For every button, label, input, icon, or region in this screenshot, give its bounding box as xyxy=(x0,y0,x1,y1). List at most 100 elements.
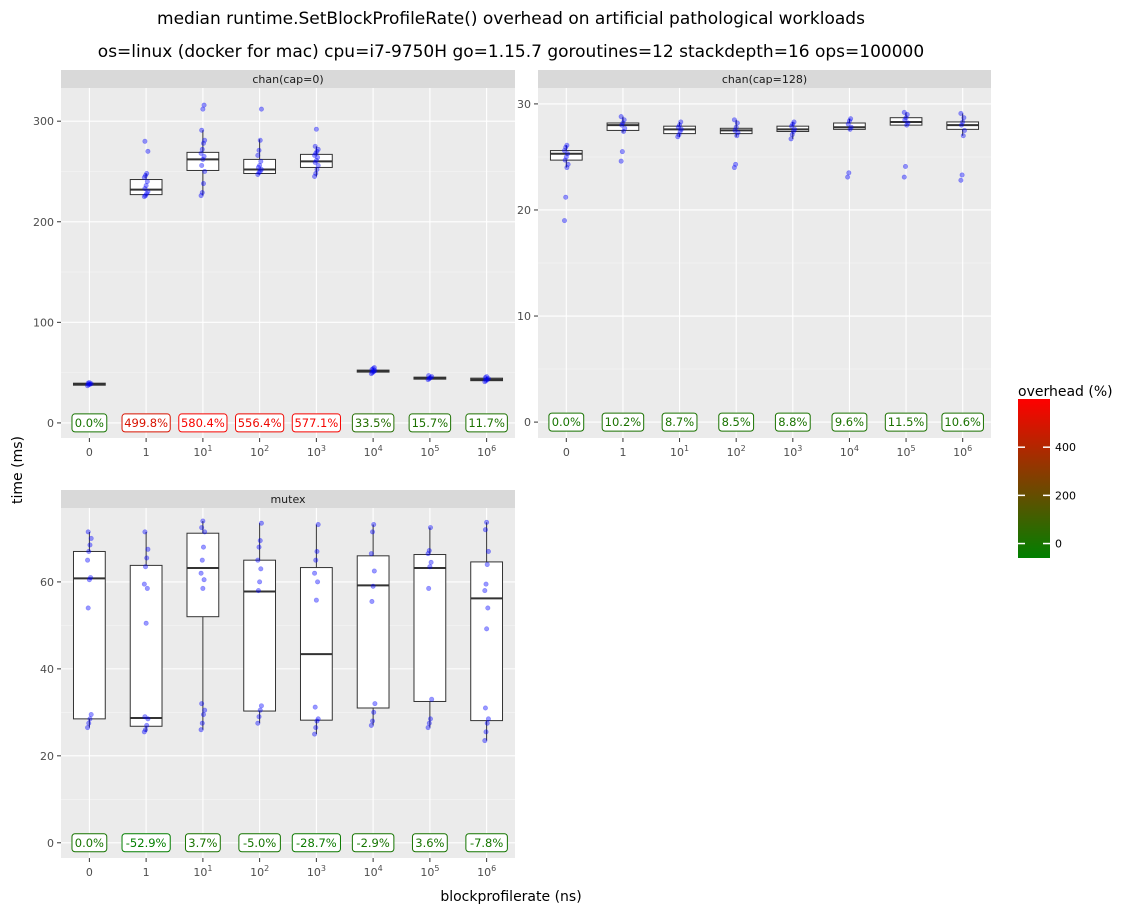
data-point xyxy=(370,529,376,535)
data-point xyxy=(485,376,491,382)
data-point xyxy=(145,189,151,195)
data-point xyxy=(198,150,204,156)
data-point xyxy=(901,109,907,115)
data-point xyxy=(198,727,204,733)
data-point xyxy=(562,157,568,163)
data-point xyxy=(257,707,263,713)
data-point xyxy=(315,579,321,585)
box-2 xyxy=(663,119,696,140)
data-point xyxy=(143,620,149,626)
overhead-label-box xyxy=(351,833,395,853)
box-body xyxy=(129,179,163,196)
x-tick-label: 102 xyxy=(727,444,746,459)
data-point xyxy=(258,520,264,526)
overhead-label-box xyxy=(121,833,171,853)
data-point xyxy=(258,166,264,172)
box-body xyxy=(186,151,220,171)
data-point xyxy=(565,161,571,167)
data-point xyxy=(483,378,489,384)
x-tick-label: 103 xyxy=(783,444,802,459)
data-point xyxy=(564,165,570,171)
data-point xyxy=(960,133,966,139)
data-point xyxy=(372,701,378,707)
overhead-label-box xyxy=(71,413,108,433)
y-tick-label: 60 xyxy=(40,576,54,589)
data-point xyxy=(903,115,909,121)
overhead-label-box xyxy=(291,413,341,433)
x-tick-label: 105 xyxy=(897,444,916,459)
facet-label: chan(cap=0) xyxy=(252,73,323,86)
data-point xyxy=(847,126,853,132)
data-point xyxy=(141,175,147,181)
x-tick-label: 0 xyxy=(86,446,93,459)
data-point xyxy=(368,371,374,377)
box-body xyxy=(243,559,277,712)
data-point xyxy=(622,125,628,131)
data-point xyxy=(141,581,147,587)
data-point xyxy=(731,165,737,171)
box-5 xyxy=(833,116,866,180)
data-point xyxy=(732,127,738,133)
data-point xyxy=(426,548,432,554)
data-point xyxy=(565,151,571,157)
box-1 xyxy=(129,138,163,200)
data-point xyxy=(201,102,207,108)
data-point xyxy=(200,106,206,112)
data-point xyxy=(846,170,852,176)
data-point xyxy=(621,117,627,123)
data-point xyxy=(484,562,490,568)
data-point xyxy=(200,544,206,550)
data-point xyxy=(845,121,851,127)
data-point xyxy=(199,720,205,726)
x-tick-label: 106 xyxy=(477,444,496,459)
box-2 xyxy=(186,518,220,733)
data-point xyxy=(485,605,491,611)
panel-chan-cap-128-: chan(cap=128) 0 10 20 30 0 1 101 102 103 104 105 106… xyxy=(517,70,991,459)
data-point xyxy=(677,128,683,134)
data-point xyxy=(369,598,375,604)
data-point xyxy=(620,120,626,126)
data-point xyxy=(371,369,377,375)
overhead-label-box xyxy=(235,413,285,433)
box-body xyxy=(606,122,640,131)
legend-colorbar xyxy=(1018,399,1050,558)
data-point xyxy=(312,570,318,576)
data-point xyxy=(85,380,91,386)
data-point xyxy=(144,555,150,561)
data-point xyxy=(85,557,91,563)
data-point xyxy=(313,150,319,156)
data-point xyxy=(676,132,682,138)
data-point xyxy=(86,380,92,386)
data-point xyxy=(200,585,206,591)
y-tick-label: 10 xyxy=(517,310,531,323)
facet-strip xyxy=(538,70,991,88)
overhead-label-box xyxy=(351,413,395,433)
data-point xyxy=(144,585,150,591)
data-point xyxy=(255,557,261,563)
legend-title: overhead (%) xyxy=(1018,384,1113,400)
y-tick-label: 0 xyxy=(47,837,54,850)
overhead-label: -28.7% xyxy=(296,836,337,850)
box-body xyxy=(186,532,220,618)
data-point xyxy=(88,712,94,718)
data-point xyxy=(144,722,150,728)
legend-tick-label: 400 xyxy=(1055,441,1076,454)
data-point xyxy=(257,579,263,585)
data-point xyxy=(905,120,911,126)
data-point xyxy=(256,169,262,175)
data-point xyxy=(368,551,374,557)
box-0 xyxy=(72,529,106,731)
data-point xyxy=(564,142,570,148)
data-point xyxy=(369,367,375,373)
y-tick-label: 200 xyxy=(33,216,54,229)
x-tick-label: 101 xyxy=(670,444,689,459)
data-point xyxy=(960,119,966,125)
data-point xyxy=(200,181,206,187)
data-point xyxy=(959,172,965,178)
data-point xyxy=(846,118,852,124)
data-point xyxy=(731,117,737,123)
overhead-label: 556.4% xyxy=(238,416,282,430)
data-point xyxy=(484,720,490,726)
data-point xyxy=(314,548,320,554)
data-point xyxy=(618,158,624,164)
